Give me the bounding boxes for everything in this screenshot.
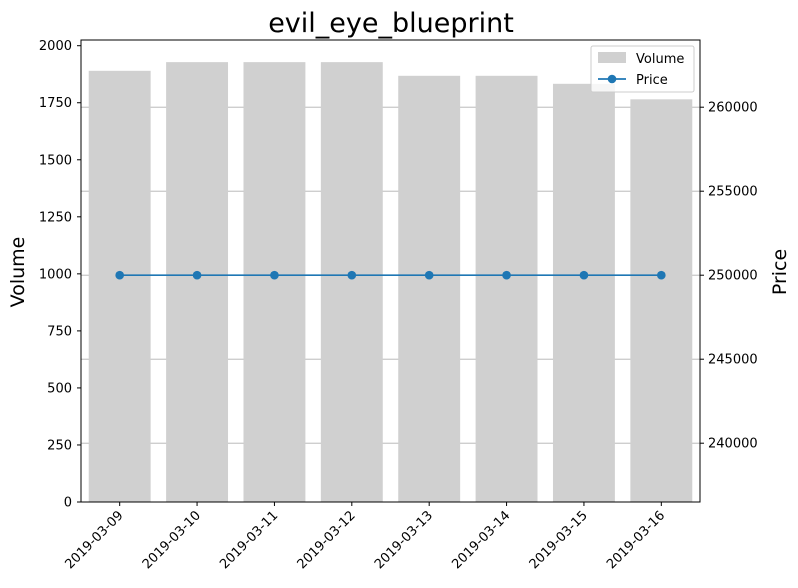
bar-volume [630, 99, 693, 503]
y2-tick-label: 260000 [708, 101, 758, 116]
chart-title: evil_eye_blueprint [268, 8, 514, 39]
point-price [115, 270, 124, 280]
y2-axis-label: Price [769, 249, 791, 295]
x-tick-label: 2019-03-11 [217, 508, 281, 572]
line-layer [115, 270, 666, 280]
y-tick-label: 500 [47, 381, 72, 396]
x-tick-label: 2019-03-10 [140, 508, 204, 572]
point-price [424, 270, 434, 280]
legend-swatch-volume [598, 52, 626, 63]
y-axis-label: Volume [7, 237, 29, 308]
x-tick-label: 2019-03-16 [604, 508, 668, 572]
x-tick-label: 2019-03-09 [62, 508, 126, 572]
bar-volume [475, 75, 538, 502]
bar-layer [88, 62, 693, 503]
y-tick-label: 250 [47, 438, 72, 453]
y-tick-label: 0 [64, 496, 72, 511]
legend-label-volume: Volume [636, 52, 684, 67]
y2-tick-label: 255000 [708, 185, 758, 200]
x-tick-label: 2019-03-15 [527, 508, 591, 572]
bar-volume [552, 83, 615, 502]
y2-tick-label: 240000 [708, 437, 758, 452]
point-price [657, 270, 666, 280]
bar-volume [88, 70, 151, 503]
point-price [192, 270, 202, 280]
point-price [502, 270, 511, 280]
y2-tick-label: 245000 [708, 353, 758, 368]
bar-volume [243, 62, 306, 502]
plot-frame [80, 39, 701, 503]
x-tick-label: 2019-03-13 [372, 508, 436, 572]
point-price [270, 270, 279, 280]
legend: Volume Price [590, 45, 695, 93]
x-tick-label: 2019-03-12 [295, 508, 359, 572]
y-tick-label: 750 [47, 324, 72, 339]
bar-volume [398, 75, 461, 502]
y-tick-label: 1500 [39, 153, 72, 168]
y2-tick-label: 250000 [708, 269, 758, 284]
bar-volume [166, 62, 229, 502]
bar-volume [320, 62, 383, 502]
y-tick-label: 2000 [39, 39, 72, 54]
y-tick-label: 1000 [39, 267, 72, 282]
y-tick-label: 1250 [39, 210, 72, 225]
point-price [579, 270, 589, 280]
legend-marker-price [607, 74, 617, 84]
point-price [347, 270, 357, 280]
legend-label-price: Price [636, 73, 668, 88]
y-tick-label: 1750 [39, 96, 72, 111]
x-tick-label: 2019-03-14 [449, 508, 513, 572]
